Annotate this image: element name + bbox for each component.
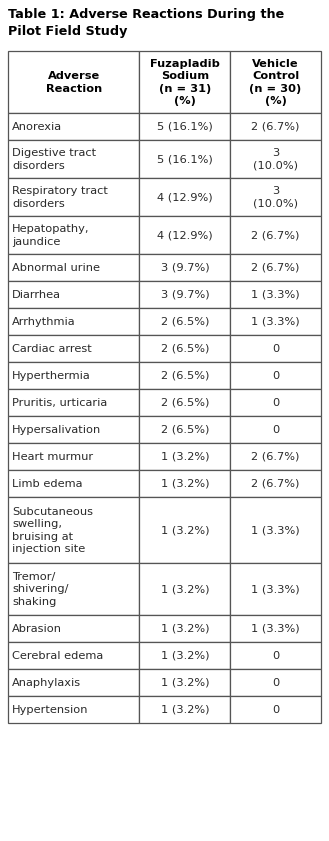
Text: 1 (3.2%): 1 (3.2%) [161,584,209,595]
Text: Adverse
Reaction: Adverse Reaction [46,71,102,93]
Text: Arrhythmia: Arrhythmia [12,317,76,327]
Bar [139,643,230,669]
Text: 1 (3.3%): 1 (3.3%) [251,624,300,634]
Text: 1 (3.2%): 1 (3.2%) [161,705,209,715]
Bar [139,669,230,696]
Text: 5 (16.1%): 5 (16.1%) [157,122,213,132]
Bar [139,389,230,416]
Bar [139,282,230,309]
Text: 1 (3.3%): 1 (3.3%) [251,290,300,300]
Text: 2 (6.7%): 2 (6.7%) [251,479,300,489]
Text: Digestive tract
disorders: Digestive tract disorders [12,148,96,171]
Bar [230,114,321,140]
Bar [8,563,139,616]
Bar [139,497,230,563]
Bar [230,443,321,470]
Text: Vehicle
Control
(n = 30)
(%): Vehicle Control (n = 30) (%) [249,59,302,106]
Text: 2 (6.7%): 2 (6.7%) [251,230,300,241]
Bar [230,178,321,216]
Bar [8,309,139,336]
Bar [8,255,139,282]
Text: Pruritis, urticaria: Pruritis, urticaria [12,398,107,408]
Text: 1 (3.2%): 1 (3.2%) [161,526,209,536]
Bar [230,643,321,669]
Text: Hypertension: Hypertension [12,705,89,715]
Bar [8,282,139,309]
Text: 3 (9.7%): 3 (9.7%) [161,263,209,273]
Text: Table 1: Adverse Reactions During the
Pilot Field Study: Table 1: Adverse Reactions During the Pi… [8,8,284,38]
Bar [230,216,321,255]
Bar [8,389,139,416]
Text: 3 (9.7%): 3 (9.7%) [161,290,209,300]
Bar [139,114,230,140]
Bar [8,643,139,669]
Text: Fuzapladib
Sodium
(n = 31)
(%): Fuzapladib Sodium (n = 31) (%) [150,59,220,106]
Bar [8,470,139,497]
Bar [230,255,321,282]
Bar [8,669,139,696]
Bar [8,216,139,255]
Bar [8,178,139,216]
Bar [230,282,321,309]
Bar [8,114,139,140]
Text: 1 (3.2%): 1 (3.2%) [161,651,209,661]
Text: 4 (12.9%): 4 (12.9%) [157,230,213,241]
Bar [139,443,230,470]
Text: 0: 0 [272,398,279,408]
Text: Diarrhea: Diarrhea [12,290,61,300]
Text: 1 (3.2%): 1 (3.2%) [161,479,209,489]
Text: Abrasion: Abrasion [12,624,62,634]
Bar [230,336,321,362]
Bar [8,696,139,723]
Bar [230,362,321,389]
Text: Limb edema: Limb edema [12,479,83,489]
Text: 0: 0 [272,678,279,688]
Bar [139,178,230,216]
Bar [139,362,230,389]
Text: Subcutaneous
swelling,
bruising at
injection site: Subcutaneous swelling, bruising at injec… [12,507,93,554]
Bar [230,696,321,723]
Text: Hypersalivation: Hypersalivation [12,425,101,435]
Bar [8,336,139,362]
Bar [139,51,230,114]
Bar [8,497,139,563]
Text: Hepatopathy,
jaundice: Hepatopathy, jaundice [12,225,89,246]
Bar [230,309,321,336]
Text: 3
(10.0%): 3 (10.0%) [253,186,298,209]
Text: Cardiac arrest: Cardiac arrest [12,344,92,354]
Bar [139,255,230,282]
Text: 1 (3.3%): 1 (3.3%) [251,584,300,595]
Text: 2 (6.7%): 2 (6.7%) [251,452,300,462]
Bar [139,140,230,178]
Text: 1 (3.2%): 1 (3.2%) [161,624,209,634]
Text: Anorexia: Anorexia [12,122,62,132]
Text: 1 (3.2%): 1 (3.2%) [161,452,209,462]
Bar [8,140,139,178]
Text: 0: 0 [272,371,279,381]
Bar [139,696,230,723]
Text: 1 (3.3%): 1 (3.3%) [251,317,300,327]
Bar [8,616,139,643]
Text: Hyperthermia: Hyperthermia [12,371,91,381]
Text: 5 (16.1%): 5 (16.1%) [157,155,213,165]
Bar [8,443,139,470]
Text: 2 (6.5%): 2 (6.5%) [161,398,209,408]
Text: 3
(10.0%): 3 (10.0%) [253,148,298,171]
Text: 2 (6.5%): 2 (6.5%) [161,371,209,381]
Bar [139,416,230,443]
Text: Cerebral edema: Cerebral edema [12,651,103,661]
Bar [230,470,321,497]
Text: 2 (6.7%): 2 (6.7%) [251,263,300,273]
Text: 2 (6.7%): 2 (6.7%) [251,122,300,132]
Bar [230,51,321,114]
Bar [230,669,321,696]
Text: 2 (6.5%): 2 (6.5%) [161,344,209,354]
Bar [230,416,321,443]
Text: 2 (6.5%): 2 (6.5%) [161,317,209,327]
Bar [139,563,230,616]
Text: 0: 0 [272,344,279,354]
Text: Heart murmur: Heart murmur [12,452,93,462]
Text: 1 (3.2%): 1 (3.2%) [161,678,209,688]
Text: 1 (3.3%): 1 (3.3%) [251,526,300,536]
Text: Tremor/
shivering/
shaking: Tremor/ shivering/ shaking [12,572,68,607]
